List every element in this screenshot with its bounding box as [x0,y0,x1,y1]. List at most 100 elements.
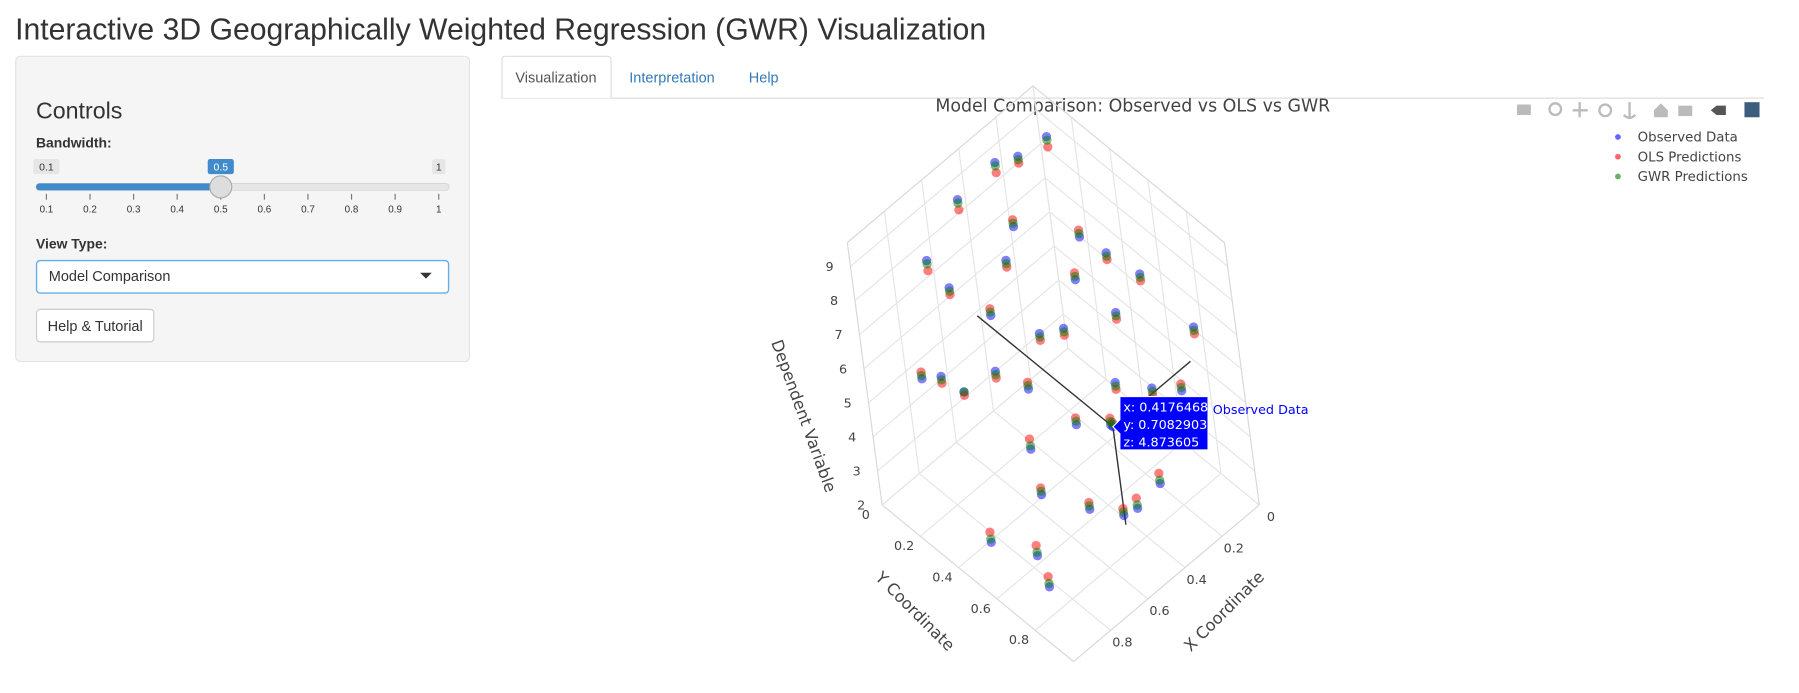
grid-line [881,347,1069,506]
data-point [1111,311,1121,321]
grid-line [1062,313,1256,472]
x-tick-label: 0 [1267,510,1275,525]
grid-line [1032,85,1069,349]
data-point [1132,500,1142,510]
plot: Model Comparison: Observed vs OLS vs GWR… [767,85,1760,663]
tab[interactable]: Visualization [515,70,596,86]
modebar-icon[interactable] [1744,102,1760,118]
data-point [1013,155,1023,165]
hover-text: x: 0.4176468 [1123,401,1208,416]
y-tick-label: 0.2 [894,539,914,554]
modebar-icon[interactable] [1678,105,1693,117]
tab[interactable]: Interpretation [629,70,714,86]
z-tick-label: 5 [844,396,852,411]
y-tick-label: 0 [862,508,870,523]
modebar-icon[interactable] [1653,103,1668,118]
modebar-icon[interactable] [1516,104,1531,115]
modebar-icon[interactable] [1548,102,1563,117]
grid-line [1058,279,1251,438]
grid-line [1040,143,1233,301]
z-tick-label: 7 [835,328,843,343]
z-tick-label: 2 [857,499,865,514]
grid-line [918,473,1112,631]
slider-tick-label: 0.6 [258,204,272,215]
tab[interactable]: Help [749,70,779,86]
hover-text: y: 0.7082903 [1123,418,1207,433]
modebar-icon[interactable] [1572,102,1588,118]
data-point [1084,501,1094,511]
data-point [1043,142,1053,152]
data-point [1024,434,1035,444]
grid-line [920,379,1107,537]
slider-tick-label: 0.2 [83,204,97,215]
data-point [991,168,1001,178]
data-point [916,370,927,381]
bandwidth-label: Bandwidth: [36,134,112,150]
view-type-select[interactable] [35,259,450,294]
x-tick-label: 0.4 [1186,573,1206,588]
sidebar-heading: Controls [36,97,122,123]
help-button[interactable] [35,308,155,343]
grid-line [883,211,920,474]
x-tick-label: 0.6 [1149,604,1169,619]
hover-box [1112,396,1209,451]
active-tab[interactable] [501,55,612,99]
data-point [1071,416,1081,426]
page-title: Interactive 3D Geographically Weighted R… [15,14,986,47]
slider-tick-label: 0.5 [214,204,228,215]
bandwidth-slider[interactable]: 0.1 0.2 0.3 0.4 0.5 0.6 0.7 0.8 0.9 1 0.1 0.5 1 [33,159,450,215]
x-tick-label: 0.2 [1224,542,1244,557]
view-type-value: Model Comparison [49,269,171,285]
modebar-icon[interactable] [1622,102,1637,120]
data-point [985,527,995,537]
view-type-label: View Type: [36,235,107,251]
z-tick-label: 3 [853,465,861,480]
slider-tick-label: 0.9 [388,204,402,215]
data-point [1023,380,1033,391]
hover-spike [976,315,1114,428]
grid-line [859,177,1046,336]
x-tick-label: 0.8 [1112,636,1132,651]
data-point [1110,381,1121,391]
grid-line [958,148,995,411]
grid-line [958,410,1145,569]
grid-line [996,441,1184,600]
data-point [1118,507,1129,517]
hover-series-name: Observed Data [1213,403,1309,418]
axis-edge [1223,242,1260,506]
slider-handle[interactable] [209,175,233,199]
data-point [953,198,963,208]
modebar-icon[interactable] [1598,103,1613,118]
y-tick-label: 0.8 [1009,633,1029,648]
select-caret [420,272,432,279]
data-point [1147,386,1157,397]
grid-line [863,211,1051,370]
y-tick-label: 0.6 [971,602,991,617]
slider-tick-label: 0.4 [170,204,184,215]
data-point [944,286,955,296]
modebar [1516,102,1760,120]
slider-tick-label: 0.3 [127,204,141,215]
data-point [1176,382,1186,393]
grid-line [1070,117,1107,380]
grid-line [1109,148,1145,411]
grid-line [1035,109,1229,267]
data-point [954,205,964,215]
data-point [922,259,932,269]
data-point [1155,475,1165,485]
data-point [936,375,947,385]
grid-line [1053,245,1247,404]
grid-line [877,313,1064,472]
slider-fill [35,183,221,191]
data-point [1044,578,1054,589]
data-point [1059,327,1069,337]
grid-line [1185,211,1222,474]
y-tick-label: 0.4 [932,571,952,586]
data-point [990,161,1000,171]
data-point [985,307,995,317]
z-tick-label: 4 [848,430,856,445]
modebar-icon[interactable] [1710,105,1726,115]
slider-tick-label: 0.7 [301,204,315,215]
slider-badge-label: 1 [436,163,442,174]
